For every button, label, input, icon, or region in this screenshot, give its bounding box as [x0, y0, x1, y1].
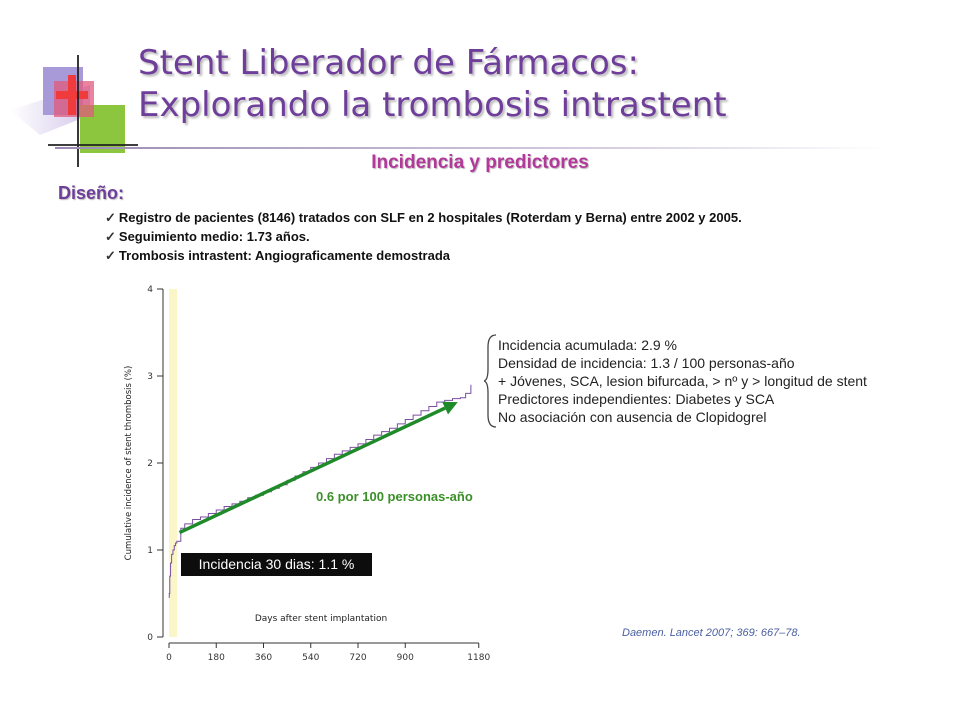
y-tick-label: 0	[147, 633, 153, 643]
note-line: + Jóvenes, SCA, lesion bifurcada, > nº y…	[498, 373, 867, 389]
design-bullet: ✓ Seguimiento medio: 1.73 años.	[105, 227, 742, 246]
slide-subtitle: Incidencia y predictores	[371, 152, 589, 173]
checkmark-icon: ✓	[105, 229, 116, 244]
early-period-band	[169, 289, 177, 637]
y-tick-label: 4	[147, 285, 153, 295]
logo-cross-graphic	[10, 55, 138, 167]
x-tick-label: 180	[208, 653, 225, 663]
incidence-30-days-box: Incidencia 30 dias: 1.1 %	[181, 553, 372, 576]
slide-title: Stent Liberador de Fármacos: Explorando …	[138, 42, 727, 126]
bullet-text: Trombosis intrastent: Angiograficamente …	[118, 248, 450, 263]
citation: Daemen. Lancet 2007; 369: 667–78.	[622, 627, 801, 639]
y-tick-label: 3	[147, 372, 153, 382]
design-label: Diseño:	[58, 183, 125, 203]
trend-arrow-head	[442, 401, 458, 415]
y-tick-label: 2	[147, 459, 153, 469]
x-tick-label: 720	[349, 653, 366, 663]
design-bullet: ✓ Registro de pacientes (8146) tratados c…	[105, 208, 742, 227]
note-line: Predictores independientes: Diabetes y S…	[498, 391, 775, 407]
title-line-2: Explorando la trombosis intrastent	[138, 85, 727, 125]
x-tick-label: 1180	[467, 653, 490, 663]
y-tick-label: 1	[147, 546, 153, 556]
y-axis-title: Cumulative incidence of stent thrombosis…	[124, 366, 134, 561]
title-divider	[55, 147, 885, 149]
design-bullet: ✓ Trombosis intrastent: Angiograficamente…	[105, 246, 742, 265]
bullet-text: Seguimiento medio: 1.73 años.	[118, 229, 310, 244]
x-tick-label: 360	[255, 653, 272, 663]
design-bullet-list: ✓ Registro de pacientes (8146) tratados c…	[105, 208, 742, 265]
trend-arrow-line	[178, 406, 446, 535]
title-line-1: Stent Liberador de Fármacos:	[138, 43, 639, 83]
x-tick-label: 540	[302, 653, 319, 663]
bullet-text: Registro de pacientes (8146) tratados co…	[118, 210, 742, 225]
note-line: No asociación con ausencia de Clopidogre…	[498, 409, 767, 425]
trend-rate-label: 0.6 por 100 personas-año	[316, 489, 473, 504]
checkmark-icon: ✓	[105, 210, 116, 225]
x-tick-label: 0	[166, 653, 172, 663]
checkmark-icon: ✓	[105, 248, 116, 263]
note-line: Incidencia acumulada: 2.9 %	[498, 337, 677, 353]
x-tick-label: 900	[397, 653, 414, 663]
note-line: Densidad de incidencia: 1.3 / 100 person…	[498, 355, 795, 371]
notes-bracket	[484, 334, 497, 428]
x-axis-title: Days after stent implantation	[255, 614, 387, 624]
findings-notes: Incidencia acumulada: 2.9 % Densidad de …	[498, 336, 867, 426]
